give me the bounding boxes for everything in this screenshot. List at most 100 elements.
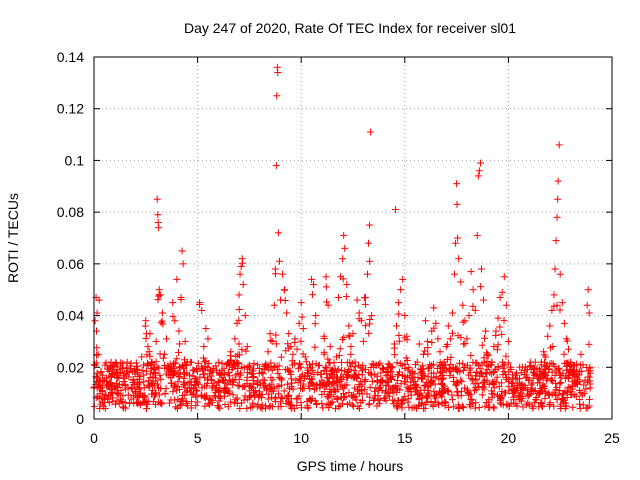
data-point <box>227 348 235 356</box>
data-point <box>445 366 453 374</box>
data-point <box>193 365 201 373</box>
data-point <box>427 369 435 377</box>
data-point <box>395 337 403 345</box>
data-point <box>145 377 153 385</box>
data-point <box>326 385 334 393</box>
data-point <box>320 350 328 358</box>
data-point <box>194 359 202 367</box>
data-point <box>247 384 255 392</box>
data-point <box>584 367 592 375</box>
data-point <box>335 352 343 360</box>
data-point <box>314 368 322 376</box>
data-point <box>419 350 427 358</box>
data-point <box>169 360 177 368</box>
data-point <box>395 299 403 307</box>
data-point <box>395 310 403 318</box>
data-point <box>488 387 496 395</box>
y-tick-label: 0 <box>76 411 84 427</box>
data-point <box>370 363 378 371</box>
data-point <box>584 404 592 412</box>
data-point <box>477 265 485 273</box>
data-point <box>334 293 342 301</box>
data-point <box>405 385 413 393</box>
data-point <box>299 380 307 388</box>
data-point <box>140 371 148 379</box>
data-point <box>396 360 404 368</box>
data-point <box>442 399 450 407</box>
data-point <box>343 381 351 389</box>
data-point <box>351 372 359 380</box>
data-point <box>548 368 556 376</box>
data-point <box>235 305 243 313</box>
data-point <box>513 384 521 392</box>
data-point <box>541 394 549 402</box>
data-point <box>330 371 338 379</box>
data-point <box>212 381 220 389</box>
data-point <box>322 283 330 291</box>
data-point <box>236 270 244 278</box>
data-point <box>294 365 302 373</box>
data-point <box>550 291 558 299</box>
data-point <box>478 360 486 368</box>
data-point <box>173 275 181 283</box>
data-point <box>242 347 250 355</box>
data-point <box>235 376 243 384</box>
data-point <box>254 379 262 387</box>
data-point <box>481 334 489 342</box>
data-point <box>484 403 492 411</box>
data-point <box>291 359 299 367</box>
data-point <box>563 393 571 401</box>
data-point <box>172 386 180 394</box>
data-point <box>93 309 101 317</box>
data-point <box>556 270 564 278</box>
data-point <box>265 382 273 390</box>
data-point <box>297 399 305 407</box>
data-point <box>366 221 374 229</box>
data-point <box>448 396 456 404</box>
data-point <box>553 384 561 392</box>
data-point <box>472 384 480 392</box>
data-point <box>403 332 411 340</box>
data-point <box>537 400 545 408</box>
data-point <box>368 312 376 320</box>
data-point <box>577 350 585 358</box>
data-point <box>356 382 364 390</box>
data-point <box>252 387 260 395</box>
data-point <box>469 399 477 407</box>
data-point <box>502 374 510 382</box>
data-point <box>260 381 268 389</box>
data-point <box>340 333 348 341</box>
data-point <box>148 358 156 366</box>
data-point <box>270 301 278 309</box>
data-point <box>276 398 284 406</box>
data-point <box>187 378 195 386</box>
data-point <box>146 370 154 378</box>
data-point <box>390 340 398 348</box>
data-point <box>221 384 229 392</box>
data-point <box>146 330 154 338</box>
data-point <box>367 370 375 378</box>
data-point <box>347 343 355 351</box>
data-point <box>105 392 113 400</box>
data-point <box>447 353 455 361</box>
data-point <box>453 388 461 396</box>
data-point <box>98 387 106 395</box>
data-point <box>529 404 537 412</box>
data-point <box>519 394 527 402</box>
data-point <box>436 362 444 370</box>
data-point <box>550 389 558 397</box>
data-point <box>345 365 353 373</box>
data-point <box>423 393 431 401</box>
data-point <box>361 376 369 384</box>
data-point <box>367 128 375 136</box>
data-point <box>391 397 399 405</box>
data-point <box>542 372 550 380</box>
data-point <box>536 374 544 382</box>
data-point <box>394 385 402 393</box>
data-point <box>218 376 226 384</box>
data-point <box>585 309 593 317</box>
data-point <box>438 368 446 376</box>
data-point <box>296 376 304 384</box>
data-point <box>109 389 117 397</box>
data-point <box>144 343 152 351</box>
